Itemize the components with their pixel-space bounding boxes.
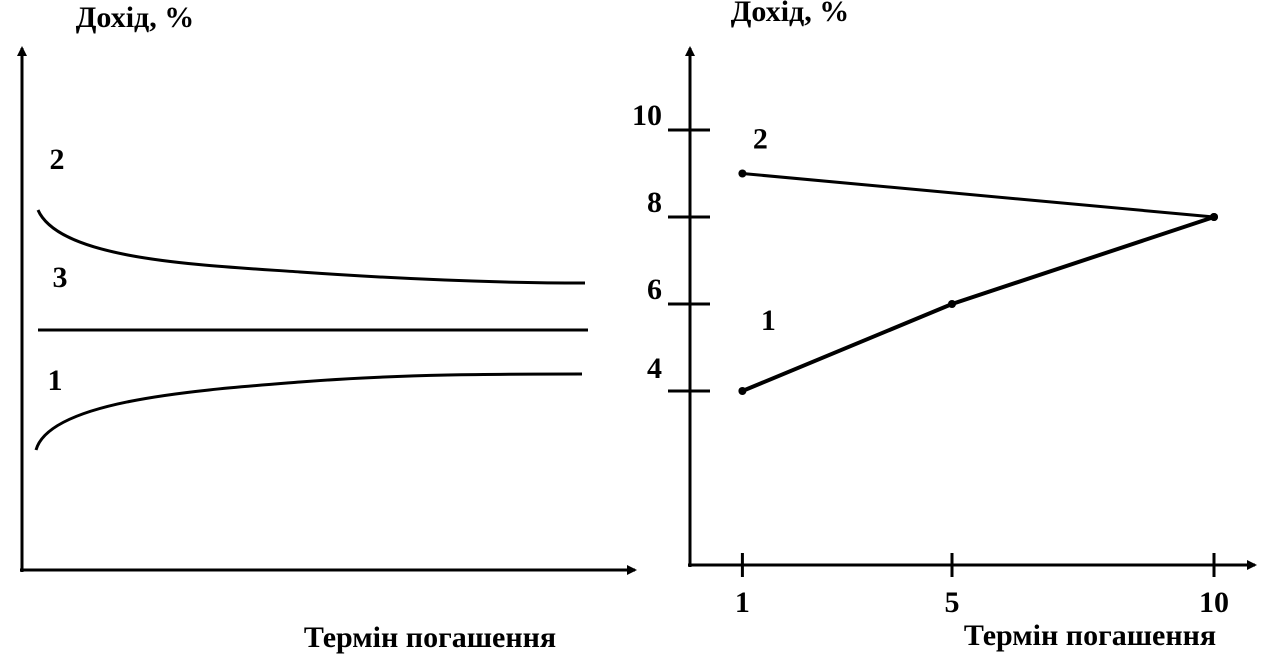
y-tick-label: 10	[632, 99, 662, 132]
x-tick-label: 1	[735, 586, 750, 619]
x-axis-label: Термін погашення	[304, 621, 556, 654]
point	[1210, 213, 1218, 221]
point	[948, 300, 956, 308]
x-tick-label: 10	[1199, 586, 1229, 619]
x-axis-label: Термін погашення	[964, 619, 1216, 652]
y-axis-label: Дохід, %	[731, 0, 849, 28]
right-chart: Дохід, % Термін погашення 4 6 8 10 1 5 10 2 1	[632, 0, 1257, 652]
series-label: 1	[761, 304, 776, 337]
x-tick-label: 5	[945, 586, 960, 619]
curve	[34, 372, 583, 451]
left-chart: Дохід, % Термін погашення 2 3 1	[17, 1, 637, 654]
y-tick-label: 6	[647, 273, 662, 306]
point	[738, 169, 747, 178]
series-label: 3	[53, 261, 68, 294]
series-label: 2	[50, 143, 65, 176]
y-axis-label: Дохід, %	[76, 1, 194, 34]
series-label: 2	[753, 122, 768, 155]
curve	[36, 209, 586, 285]
y-tick-label: 8	[647, 186, 662, 219]
y-tick-label: 4	[647, 352, 662, 385]
point	[738, 387, 747, 395]
series-label: 1	[48, 364, 63, 397]
series-line	[742, 172, 1215, 219]
series-line	[741, 215, 1215, 393]
